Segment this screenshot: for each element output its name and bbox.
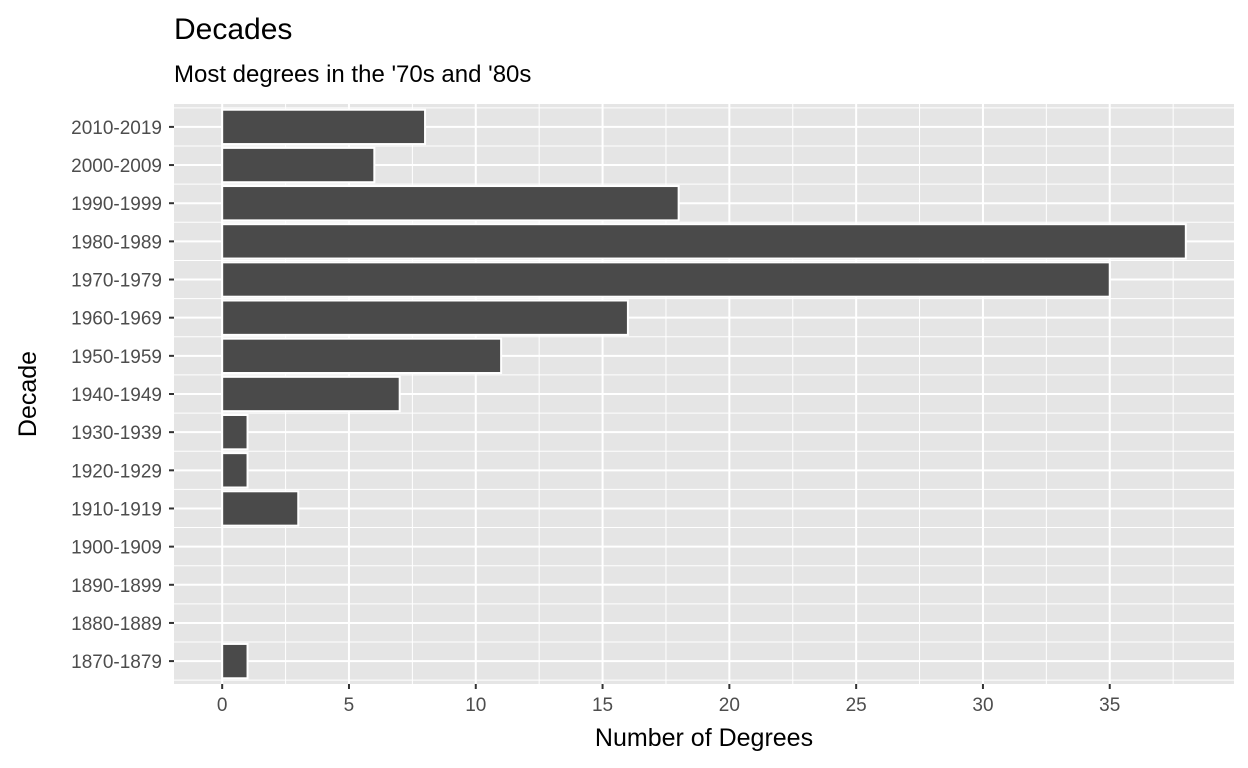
x-tick-label: 5 (344, 695, 355, 716)
bar-1870-1879 (221, 642, 249, 680)
bar-1990-1999 (221, 185, 680, 222)
x-tick-label: 0 (217, 695, 228, 716)
y-tick-label: 1960-1969 (71, 309, 162, 330)
x-axis: 0 5 10 15 20 25 30 35 (217, 684, 1120, 716)
x-tick-label: 10 (465, 695, 486, 716)
x-tick-label: 25 (846, 695, 867, 716)
bar-1920-1929 (221, 452, 249, 489)
bar-1950-1959 (221, 337, 503, 375)
x-axis-title: Number of Degrees (595, 724, 813, 752)
y-tick-label: 1900-1909 (71, 538, 162, 559)
y-tick-label: 1880-1889 (71, 614, 162, 635)
y-tick-label: 2010-2019 (71, 118, 162, 139)
chart-title: Decades (174, 13, 292, 46)
x-tick-label: 20 (719, 695, 740, 716)
y-axis-title: Decade (14, 351, 42, 437)
y-axis: 1870-1879 1880-1889 1890-1899 1900-1909 1910… (71, 118, 174, 673)
bar-1940-1949 (221, 375, 401, 413)
bar-1910-1919 (221, 490, 300, 527)
bar-1970-1979 (221, 261, 1111, 298)
bar-2010-2019 (221, 108, 427, 146)
bar-1930-1939 (221, 413, 249, 451)
y-tick-label: 1970-1979 (71, 271, 162, 292)
bar-1960-1969 (221, 299, 629, 336)
y-tick-label: 1920-1929 (71, 461, 162, 482)
y-tick-label: 1940-1949 (71, 385, 162, 406)
y-tick-label: 1950-1959 (71, 347, 162, 368)
x-tick-label: 35 (1099, 695, 1120, 716)
y-tick-label: 1930-1939 (71, 423, 162, 444)
y-tick-label: 1980-1989 (71, 232, 162, 253)
y-tick-label: 1870-1879 (71, 652, 162, 673)
y-tick-label: 1910-1919 (71, 499, 162, 520)
x-tick-label: 15 (592, 695, 613, 716)
y-tick-label: 1990-1999 (71, 194, 162, 215)
bar-1980-1989 (221, 223, 1187, 260)
y-tick-label: 1890-1899 (71, 576, 162, 597)
chart-subtitle: Most degrees in the '70s and '80s (174, 61, 531, 88)
x-tick-label: 30 (972, 695, 993, 716)
y-tick-label: 2000-2009 (71, 156, 162, 177)
bars (221, 108, 1187, 680)
bar-2000-2009 (221, 146, 376, 184)
